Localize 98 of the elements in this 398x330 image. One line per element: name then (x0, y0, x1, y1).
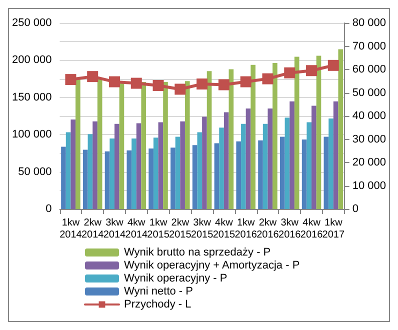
bar (97, 78, 102, 209)
y2-tick-label: 40 000 (352, 110, 386, 122)
x-tick-label: 1kw 2014 (60, 218, 82, 240)
bar (148, 148, 154, 209)
y-tick-label: 200 000 (12, 54, 52, 66)
y2-tick-label: 10 000 (352, 180, 386, 192)
point (284, 67, 296, 78)
bar (110, 138, 114, 209)
bar (141, 82, 146, 209)
bar (241, 124, 246, 209)
point (65, 74, 76, 86)
bar (192, 145, 198, 209)
bar (88, 134, 93, 209)
bar (224, 112, 229, 209)
legend-label: Wynik operacyjny - P (124, 272, 228, 284)
bar (76, 80, 80, 209)
x-tick-label: 3kw 2016 (278, 218, 302, 240)
y-tick-label: 100 000 (12, 128, 52, 141)
point (240, 76, 252, 88)
y2-tick-label: 60 000 (352, 64, 386, 76)
x-tick-label: 3kw 2015 (190, 218, 214, 240)
bar (202, 116, 207, 209)
bar (312, 106, 316, 209)
y2-tick-label: 30 000 (352, 133, 386, 146)
bar (246, 108, 251, 209)
point (87, 71, 98, 82)
bar (119, 82, 124, 209)
bar (324, 136, 329, 209)
y2-tick-label: 0 (352, 203, 358, 215)
bar (272, 62, 278, 209)
point (328, 60, 339, 71)
bar (66, 132, 71, 209)
y2-tick-label: 50 000 (352, 86, 386, 99)
bar (114, 124, 120, 209)
bar (136, 123, 142, 209)
x-tick-label: 4kw 2016 (300, 218, 324, 240)
bar (61, 146, 66, 209)
legend-label: Wyni netto - P (124, 286, 193, 298)
bar (316, 56, 322, 209)
y-tick-label: 250 000 (12, 17, 52, 29)
bar (290, 101, 294, 209)
bar (153, 138, 158, 209)
bar (284, 118, 290, 209)
bar (250, 64, 256, 209)
bar (197, 132, 202, 209)
bar (228, 69, 234, 209)
bar (132, 138, 136, 209)
x-tick-label: 4kw 2014 (125, 218, 148, 240)
x-tick-label: 1kw 2017 (322, 218, 345, 240)
x-tick-label: 4kw 2015 (212, 218, 236, 240)
bar (184, 81, 190, 209)
bar (333, 101, 338, 209)
point (152, 80, 164, 91)
legend-label: Przychody - L (124, 298, 192, 310)
point (130, 78, 142, 89)
x-tick-label: 2kw 2015 (169, 218, 192, 240)
bar (175, 136, 180, 209)
bar (70, 119, 76, 209)
bar (258, 140, 263, 209)
bar (236, 141, 242, 209)
y2-tick-label: 20 000 (352, 156, 386, 168)
y-tick-label: 150 000 (12, 91, 52, 104)
bar (92, 121, 98, 209)
bar (328, 118, 334, 209)
bar (219, 128, 224, 209)
bar (306, 122, 312, 209)
legend-label: Wynik brutto na sprzedaży - P (124, 246, 271, 258)
bar (126, 150, 132, 209)
bar (302, 139, 307, 209)
point (108, 76, 120, 88)
bar (170, 148, 176, 209)
x-tick-label: 1kw 2015 (147, 218, 170, 240)
x-tick-label: 3kw 2014 (103, 218, 126, 240)
bar (294, 56, 300, 209)
bar (180, 121, 185, 209)
point (218, 79, 230, 90)
bar (214, 143, 220, 209)
bar (163, 82, 168, 209)
y2-tick-label: 80 000 (352, 17, 386, 29)
bar (262, 124, 268, 209)
bar (206, 71, 212, 209)
y-tick-label: 50 000 (18, 166, 52, 178)
x-tick-label: 2kw 2016 (256, 218, 280, 240)
point (196, 78, 208, 90)
bar (104, 151, 110, 209)
bar (280, 136, 285, 209)
bar (268, 108, 273, 209)
point (174, 84, 186, 95)
y-tick-label: 0 (46, 203, 52, 215)
x-tick-label: 2kw 2014 (81, 218, 104, 240)
legend-label: Wynik operacyjny + Amortyzacja - P (124, 260, 300, 272)
point (262, 73, 274, 84)
bar (158, 122, 164, 209)
bar (82, 150, 88, 209)
y2-tick-label: 70 000 (352, 40, 386, 52)
bar (338, 49, 344, 209)
point (306, 65, 318, 76)
x-tick-label: 1kw 2016 (234, 218, 258, 240)
